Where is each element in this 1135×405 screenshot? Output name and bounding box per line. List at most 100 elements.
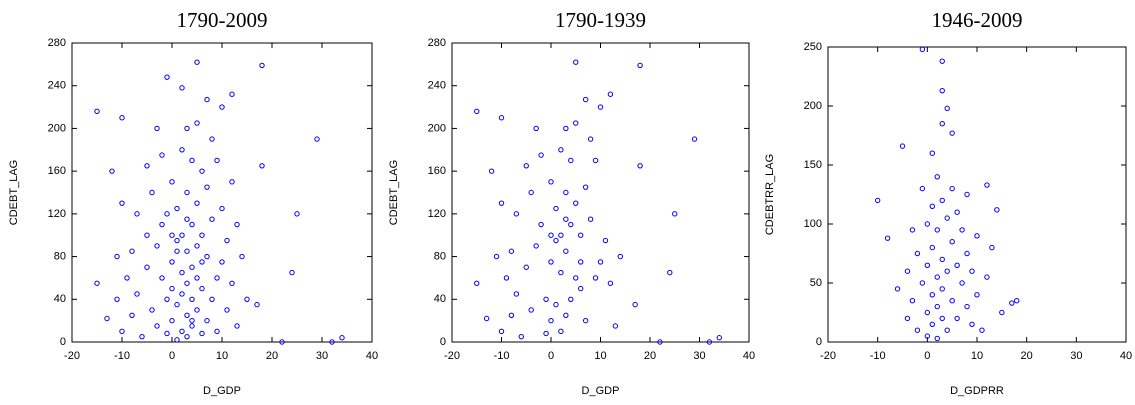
data-point (612, 323, 619, 329)
data-point (149, 307, 155, 313)
data-point (558, 328, 564, 335)
data-point (558, 269, 564, 276)
x-tick-label: 10 (594, 350, 606, 362)
data-point (548, 259, 554, 265)
data-point (964, 250, 970, 257)
data-point (294, 211, 300, 217)
data-point (498, 115, 505, 121)
y-tick-label: 80 (434, 250, 446, 262)
data-point (229, 91, 235, 97)
data-point (944, 327, 950, 333)
data-point (194, 120, 200, 126)
data-point (174, 237, 180, 244)
x-tick-label: -20 (820, 350, 836, 362)
data-point (119, 200, 125, 206)
data-point (716, 335, 722, 341)
data-point (558, 232, 564, 238)
data-point (929, 150, 935, 156)
data-point (114, 253, 120, 260)
data-point (637, 163, 643, 169)
data-point (179, 85, 185, 91)
y-tick-label: 200 (48, 122, 66, 134)
data-point (1009, 300, 1015, 306)
data-point (563, 312, 569, 319)
data-point (934, 227, 940, 233)
data-point (874, 197, 881, 204)
data-point (474, 280, 480, 286)
data-point (543, 296, 549, 302)
data-point (974, 292, 980, 298)
data-point (592, 275, 599, 281)
data-point (493, 253, 500, 260)
data-point (474, 108, 480, 115)
data-point (129, 248, 135, 254)
data-point (939, 58, 945, 64)
data-point (169, 285, 175, 292)
data-point (949, 298, 955, 304)
data-point (144, 232, 150, 238)
data-point (533, 243, 539, 249)
data-point (899, 143, 906, 149)
data-point (592, 157, 599, 164)
data-point (194, 307, 200, 313)
data-point (944, 215, 950, 221)
x-tick-label: -20 (64, 350, 80, 362)
data-point (934, 335, 940, 342)
data-point (573, 200, 579, 206)
data-point (533, 125, 539, 132)
y-tick-label: 200 (428, 122, 446, 134)
data-point (904, 268, 911, 274)
data-point (904, 315, 911, 322)
data-point (159, 152, 165, 158)
data-point (914, 250, 921, 257)
data-point (944, 105, 950, 112)
data-point (498, 328, 505, 335)
data-point (667, 269, 673, 276)
data-point (164, 74, 170, 80)
x-tick-label: 10 (971, 350, 983, 362)
data-point (949, 239, 955, 245)
data-point (607, 91, 614, 97)
data-point (553, 237, 559, 244)
data-point (259, 163, 265, 169)
data-point (209, 136, 215, 142)
scatter-plot: 1790-1939 -20 -10 0 10 20 30 40 0 40 80 120 160 200 24… (388, 8, 755, 397)
data-point (144, 163, 150, 169)
data-point (204, 184, 210, 190)
y-tick-label: 280 (428, 37, 446, 49)
data-point (924, 333, 931, 339)
y-tick-label: 80 (54, 250, 66, 262)
data-point (706, 339, 713, 345)
y-tick-label: 150 (804, 159, 822, 171)
data-point (104, 315, 110, 322)
y-tick-label: 100 (804, 218, 822, 230)
data-point (289, 269, 295, 276)
data-point (523, 163, 529, 169)
data-point (169, 232, 175, 238)
data-point (234, 323, 240, 329)
data-point (329, 339, 335, 345)
data-point (124, 275, 130, 281)
data-point (563, 216, 569, 222)
data-point (939, 121, 945, 127)
data-point (184, 280, 190, 286)
data-point (518, 333, 524, 340)
data-point (109, 168, 115, 174)
data-point (134, 211, 140, 217)
x-tick-label: 10 (216, 350, 228, 362)
data-point (219, 104, 225, 110)
data-point (1014, 298, 1020, 304)
data-point (924, 309, 931, 316)
x-tick-label: 20 (1021, 350, 1033, 362)
data-point (214, 275, 220, 281)
plot-frame (451, 42, 750, 343)
data-point (189, 264, 195, 270)
data-point (994, 207, 1000, 213)
data-point (949, 130, 955, 136)
data-point (174, 301, 180, 308)
data-point (164, 211, 170, 217)
data-point (129, 312, 135, 319)
data-point (174, 248, 180, 254)
x-tick-label: -10 (114, 350, 130, 362)
data-point (582, 96, 589, 103)
